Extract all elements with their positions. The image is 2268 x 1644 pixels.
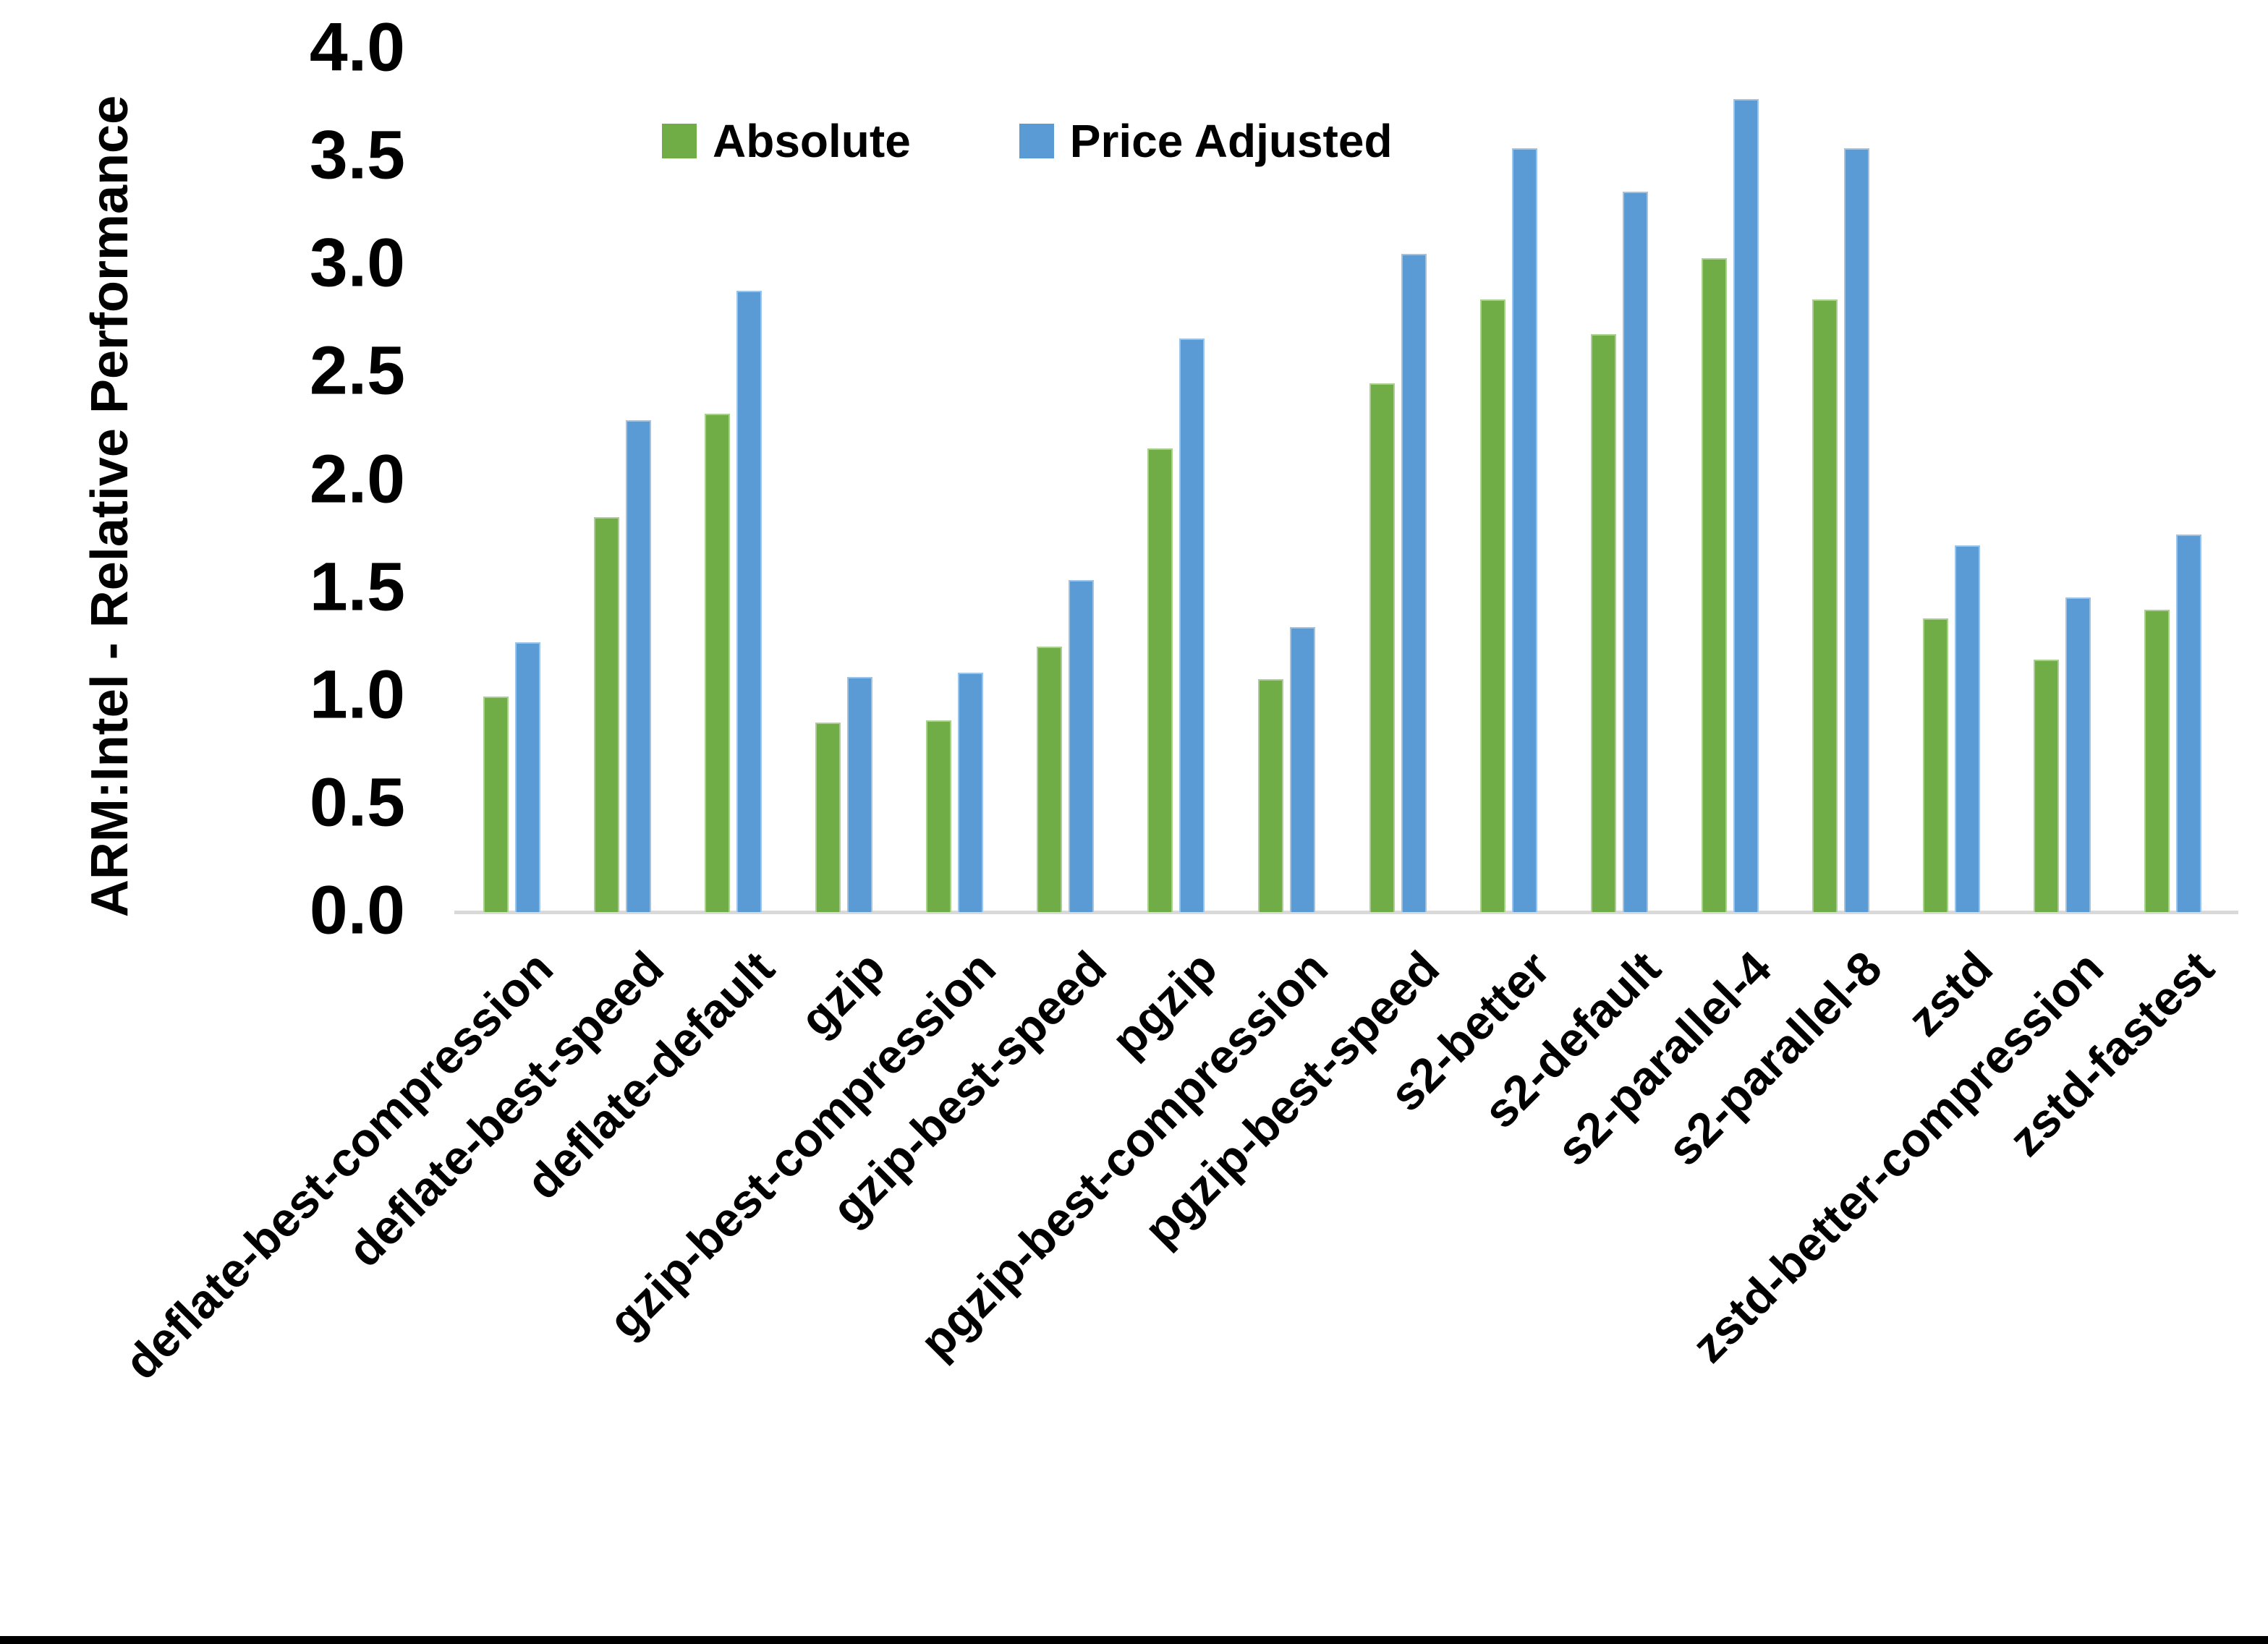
y-axis-title: ARM:Intel - Relative Performance	[81, 95, 139, 918]
bar-absolute-deflate-default	[705, 414, 730, 912]
legend-label-absolute: Absolute	[713, 115, 911, 167]
bar-price-adjusted-s2-parallel-8	[1844, 148, 1869, 912]
legend: Absolute Price Adjusted	[662, 114, 1393, 168]
bar-absolute-zstd	[1923, 618, 1948, 912]
bar-absolute-gzip	[815, 723, 841, 912]
bar-price-adjusted-gzip-best-compression	[958, 673, 983, 912]
bar-absolute-deflate-best-speed	[594, 517, 619, 912]
y-tick-label-0.0: 0.0	[309, 872, 405, 949]
bar-absolute-gzip-best-compression	[926, 720, 951, 912]
bar-absolute-s2-default	[1591, 334, 1616, 912]
bottom-border	[0, 1636, 2268, 1644]
bar-price-adjusted-zstd-fastest	[2176, 534, 2201, 912]
bar-price-adjusted-pgzip-best-speed	[1401, 254, 1427, 912]
legend-swatch-price-adjusted	[1019, 124, 1054, 158]
bar-price-adjusted-gzip	[847, 677, 872, 912]
x-category-label-deflate-best-compression: deflate-best-compression	[114, 940, 564, 1389]
y-tick-label-1.5: 1.5	[309, 548, 405, 625]
bar-price-adjusted-gzip-best-speed	[1069, 580, 1094, 912]
legend-label-price-adjusted: Price Adjusted	[1069, 115, 1393, 167]
bar-absolute-s2-parallel-8	[1812, 299, 1838, 912]
y-tick-label-4.0: 4.0	[309, 9, 405, 86]
bar-price-adjusted-pgzip	[1179, 338, 1205, 912]
bar-price-adjusted-deflate-best-speed	[626, 420, 651, 912]
y-tick-label-3.0: 3.0	[309, 224, 405, 302]
bar-absolute-zstd-fastest	[2144, 610, 2170, 912]
bar-absolute-zstd-better-compression	[2034, 660, 2059, 912]
bar-price-adjusted-s2-parallel-4	[1733, 99, 1759, 912]
bar-absolute-pgzip	[1147, 448, 1173, 912]
y-tick-label-3.5: 3.5	[309, 116, 405, 194]
legend-swatch-absolute	[662, 124, 697, 158]
bar-price-adjusted-zstd	[1955, 545, 1980, 912]
y-tick-label-2.5: 2.5	[309, 332, 405, 409]
x-axis-line	[454, 911, 2238, 914]
bar-absolute-pgzip-best-compression	[1258, 679, 1283, 912]
legend-item-price-adjusted: Price Adjusted	[1019, 114, 1393, 168]
y-tick-label-1.0: 1.0	[309, 656, 405, 733]
bar-absolute-pgzip-best-speed	[1369, 383, 1395, 912]
bar-price-adjusted-pgzip-best-compression	[1290, 627, 1315, 912]
bar-price-adjusted-deflate-default	[736, 291, 762, 912]
legend-item-absolute: Absolute	[662, 114, 911, 168]
bar-absolute-gzip-best-speed	[1037, 647, 1062, 912]
bar-price-adjusted-s2-default	[1623, 192, 1648, 912]
bar-price-adjusted-zstd-better-compression	[2065, 597, 2091, 912]
bar-absolute-s2-parallel-4	[1702, 258, 1727, 912]
y-tick-label-0.5: 0.5	[309, 764, 405, 841]
bar-absolute-deflate-best-compression	[483, 697, 509, 912]
bar-price-adjusted-s2-better	[1512, 148, 1537, 912]
y-tick-label-2.0: 2.0	[309, 440, 405, 517]
bar-absolute-s2-better	[1480, 299, 1505, 912]
bar-price-adjusted-deflate-best-compression	[515, 642, 540, 912]
